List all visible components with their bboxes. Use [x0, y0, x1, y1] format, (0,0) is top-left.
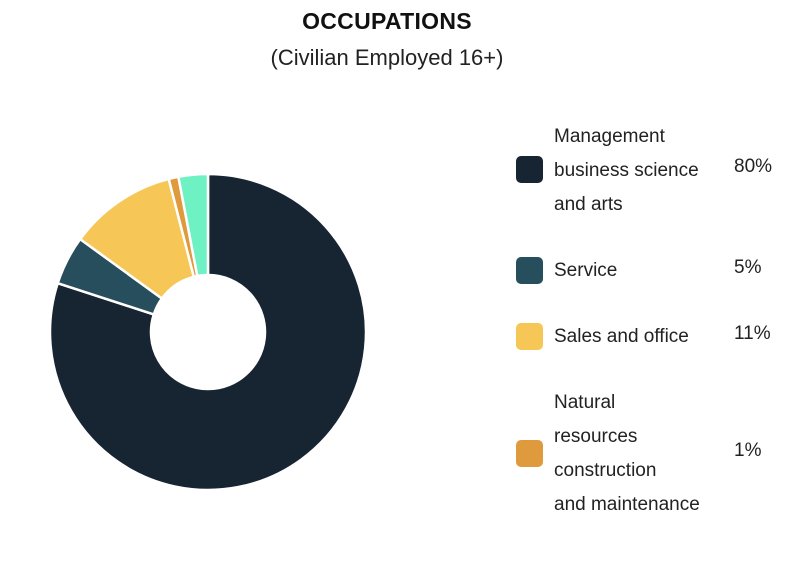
legend-swatch-sales [516, 323, 543, 350]
legend-label-line: Sales and office [554, 326, 689, 347]
legend-swatch-management [516, 156, 543, 183]
legend-label-management: Management business science and arts [554, 120, 724, 222]
legend-label-line: construction [554, 460, 657, 481]
donut-chart [48, 172, 368, 492]
legend-label-line: and arts [554, 194, 623, 215]
legend-label-sales: Sales and office [554, 320, 724, 354]
slice-management [48, 172, 368, 492]
legend-label-line: resources [554, 426, 638, 447]
legend-label-line: Natural [554, 392, 616, 413]
legend-label-service: Service [554, 254, 724, 288]
legend-value-sales: 11% [734, 323, 771, 344]
legend-value-natural-resources: 1% [734, 440, 762, 461]
legend-value-service: 5% [734, 257, 762, 278]
legend-value-management: 80% [734, 156, 773, 177]
legend-label-line: Service [554, 260, 618, 281]
legend-label-line: Management [554, 126, 665, 147]
slice-other [177, 172, 210, 278]
legend-label-line: and maintenance [554, 494, 700, 515]
legend-swatch-service [516, 257, 543, 284]
chart-subtitle: (Civilian Employed 16+) [270, 45, 504, 70]
legend-label-line: business science [554, 160, 699, 181]
legend-swatch-natural-resources [516, 440, 543, 467]
legend-label-natural-resources: Natural resources construction and maint… [554, 386, 724, 522]
chart-title: OCCUPATIONS [302, 8, 472, 34]
